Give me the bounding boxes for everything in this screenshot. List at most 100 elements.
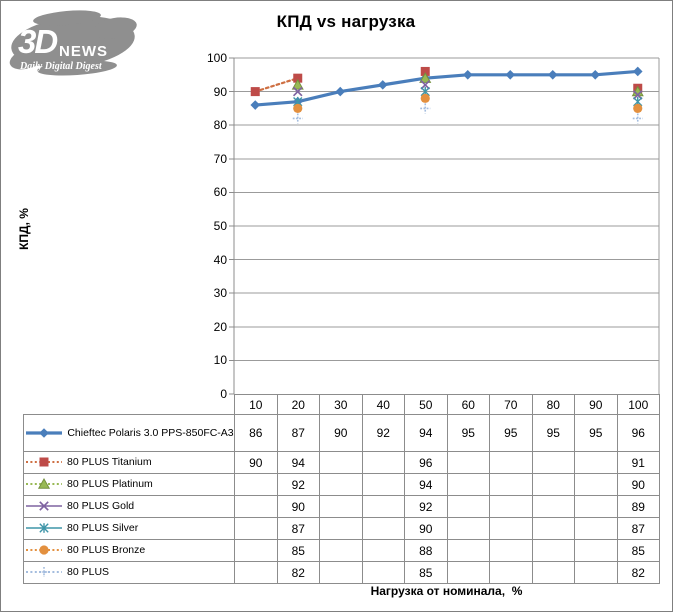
legend-label: Chieftec Polaris 3.0 PPS-850FC-A3	[67, 426, 234, 439]
table-value-cell: 91	[616, 451, 660, 474]
table-value-cell: 95	[574, 414, 618, 452]
legend-label: 80 PLUS Platinum	[67, 478, 153, 491]
table-value-cell: 95	[489, 414, 533, 452]
table-value-cell	[574, 517, 618, 540]
table-value-cell	[446, 451, 490, 474]
table-value-cell	[489, 473, 533, 496]
table-value-cell	[489, 451, 533, 474]
table-value-cell: 95	[446, 414, 490, 452]
legend-label: 80 PLUS Bronze	[67, 544, 146, 557]
y-axis-tick-label: 40	[213, 252, 227, 267]
legend-item-0: Chieftec Polaris 3.0 PPS-850FC-A3	[23, 414, 235, 452]
y-axis-tick-label: 10	[213, 353, 227, 368]
x-axis-tick-label: 100	[616, 394, 660, 415]
y-axis-tick-label: 20	[213, 319, 227, 334]
chart-title: КПД vs нагрузка	[276, 12, 416, 31]
table-value-cell	[574, 561, 618, 584]
table-value-cell	[574, 495, 618, 518]
x-axis-tick-label: 90	[574, 394, 618, 415]
table-value-cell	[234, 561, 278, 584]
table-value-cell	[446, 495, 490, 518]
table-value-cell	[531, 517, 575, 540]
x-axis-tick-label: 30	[319, 394, 363, 415]
table-value-cell: 94	[276, 451, 320, 474]
table-value-cell	[361, 495, 405, 518]
table-value-cell: 90	[319, 414, 363, 452]
logo-news-text: NEWS	[59, 43, 108, 60]
table-value-cell: 90	[276, 495, 320, 518]
table-value-cell: 96	[404, 451, 448, 474]
legend-label: 80 PLUS Gold	[67, 500, 135, 513]
table-value-cell	[446, 561, 490, 584]
table-value-cell	[234, 539, 278, 562]
table-value-cell	[574, 451, 618, 474]
3dnews-logo: 3D NEWS Daily Digital Digest	[9, 10, 137, 76]
table-value-cell: 89	[616, 495, 660, 518]
table-value-cell	[574, 473, 618, 496]
table-value-cell	[446, 539, 490, 562]
table-value-cell	[489, 517, 533, 540]
table-value-cell: 82	[276, 561, 320, 584]
table-row: 80 PLUS Platinum 92 94 90	[23, 473, 660, 496]
table-value-cell	[319, 495, 363, 518]
table-row: 80 PLUS Titanium 90 94 96 91	[23, 451, 660, 474]
series-3	[292, 80, 643, 100]
table-value-cell: 95	[531, 414, 575, 452]
table-corner	[24, 395, 235, 415]
table-value-cell	[361, 473, 405, 496]
legend-swatch-asterisk-icon	[26, 523, 62, 534]
legend-item-1: 80 PLUS Titanium	[23, 451, 235, 474]
table-value-cell	[234, 473, 278, 496]
logo-3d-text: 3D	[18, 23, 57, 60]
table-value-cell: 90	[234, 451, 278, 474]
logo-tagline: Daily Digital Digest	[19, 61, 103, 72]
table-value-cell	[531, 473, 575, 496]
table-value-cell	[361, 451, 405, 474]
series-2	[291, 72, 644, 97]
x-axis-tick-label: 80	[531, 394, 575, 415]
x-axis-tick-label: 10	[234, 394, 278, 415]
table-value-cell: 92	[404, 495, 448, 518]
y-axis-tick-label: 100	[206, 51, 227, 65]
y-axis-tick-label: 0	[220, 387, 227, 401]
legend-swatch-circle-icon	[26, 545, 62, 556]
table-value-cell	[319, 473, 363, 496]
y-axis-tick-label: 60	[213, 185, 227, 200]
y-axis-tick-label: 80	[213, 118, 227, 133]
legend-label: 80 PLUS Silver	[67, 522, 139, 535]
table-value-cell: 86	[234, 414, 278, 452]
table-value-cell	[361, 517, 405, 540]
table-value-cell: 85	[616, 539, 660, 562]
legend-swatch-plus-icon	[26, 567, 62, 578]
table-value-cell	[361, 561, 405, 584]
table-value-cell: 88	[404, 539, 448, 562]
table-value-cell	[489, 539, 533, 562]
table-value-cell	[531, 451, 575, 474]
x-axis-tick-label: 40	[361, 394, 405, 415]
series-0	[250, 66, 643, 110]
table-value-cell	[319, 561, 363, 584]
legend-swatch-square-icon	[26, 457, 62, 467]
y-axis-tick-label: 70	[213, 151, 227, 166]
table-value-cell	[319, 539, 363, 562]
legend-item-4: 80 PLUS Silver	[23, 517, 235, 540]
table-value-cell: 85	[404, 561, 448, 584]
x-axis-title: Нагрузка от номинала, %	[370, 584, 523, 598]
legend-swatch-diamond-icon	[26, 428, 62, 438]
table-value-cell	[319, 451, 363, 474]
legend-swatch-triangle-icon	[26, 478, 62, 490]
table-value-cell: 85	[276, 539, 320, 562]
x-axis-header-row: 10 20 30 40 50 60 70 80 90 100	[24, 394, 660, 415]
table-value-cell	[234, 517, 278, 540]
x-axis-tick-label: 20	[276, 394, 320, 415]
table-value-cell	[446, 517, 490, 540]
table-value-cell: 90	[404, 517, 448, 540]
series-1	[250, 66, 643, 97]
legend-item-6: 80 PLUS	[23, 561, 235, 584]
table-value-cell: 90	[616, 473, 660, 496]
data-table: 10 20 30 40 50 60 70 80 90 100 Chieftec Polaris 3.…	[23, 394, 660, 584]
table-value-cell	[489, 561, 533, 584]
table-row: Chieftec Polaris 3.0 PPS-850FC-A3 86 87 90 9…	[23, 414, 660, 452]
y-axis-title: КПД, %	[17, 208, 31, 250]
